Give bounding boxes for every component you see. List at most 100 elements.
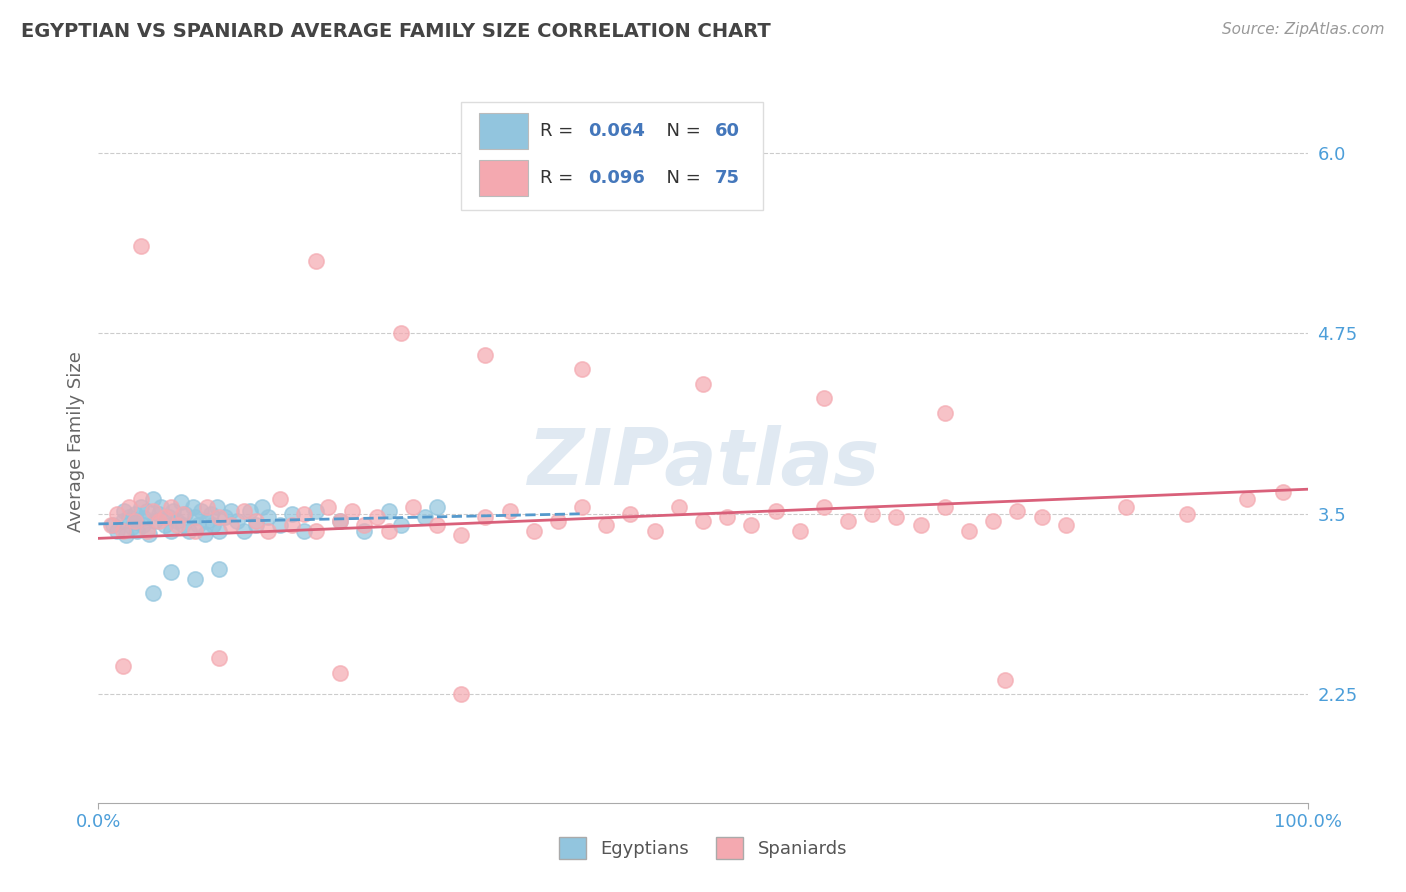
Point xyxy=(426,518,449,533)
Point xyxy=(181,500,204,514)
Point xyxy=(172,518,194,533)
Point xyxy=(329,514,352,528)
Point xyxy=(692,514,714,528)
Point xyxy=(174,507,197,521)
Point xyxy=(595,518,617,533)
Point xyxy=(281,518,304,533)
Point xyxy=(184,572,207,586)
Point xyxy=(221,518,243,533)
Text: N =: N = xyxy=(655,169,706,186)
Point xyxy=(118,509,141,524)
Point xyxy=(148,514,170,528)
Legend: Egyptians, Spaniards: Egyptians, Spaniards xyxy=(551,830,855,866)
Point xyxy=(169,495,191,509)
Point xyxy=(143,514,166,528)
Point xyxy=(1031,509,1053,524)
Point xyxy=(934,500,956,514)
Point xyxy=(474,509,496,524)
Point xyxy=(142,492,165,507)
Point xyxy=(190,504,212,518)
Point xyxy=(112,504,135,518)
Point xyxy=(316,500,339,514)
Point xyxy=(256,524,278,538)
Point xyxy=(115,528,138,542)
Point xyxy=(292,507,315,521)
Point xyxy=(523,524,546,538)
Point xyxy=(195,514,218,528)
Point xyxy=(450,528,472,542)
Point xyxy=(194,527,217,541)
Point xyxy=(111,658,134,673)
Text: R =: R = xyxy=(540,169,579,186)
Point xyxy=(208,524,231,538)
Point xyxy=(668,500,690,514)
Point xyxy=(135,504,157,518)
Point xyxy=(132,518,155,533)
Point xyxy=(426,500,449,514)
Point xyxy=(202,518,225,533)
Point xyxy=(157,509,180,524)
Point xyxy=(118,500,141,514)
FancyBboxPatch shape xyxy=(461,102,763,211)
Point xyxy=(342,504,364,518)
Text: ZIPatlas: ZIPatlas xyxy=(527,425,879,501)
Text: R =: R = xyxy=(540,122,579,140)
Point xyxy=(413,509,436,524)
Point xyxy=(934,406,956,420)
Point xyxy=(150,500,173,514)
Point xyxy=(498,504,520,518)
Point xyxy=(981,514,1004,528)
Point xyxy=(195,500,218,514)
Point xyxy=(619,507,641,521)
Point xyxy=(402,500,425,514)
Point xyxy=(160,524,183,538)
Point xyxy=(1175,507,1198,521)
Point xyxy=(1272,485,1295,500)
Point xyxy=(329,665,352,680)
Point xyxy=(644,524,666,538)
Point xyxy=(377,504,399,518)
Point xyxy=(160,565,183,579)
Point xyxy=(166,518,188,533)
Point xyxy=(172,507,194,521)
Point xyxy=(142,586,165,600)
Point xyxy=(571,362,593,376)
Point xyxy=(184,509,207,524)
Point xyxy=(129,500,152,514)
Point xyxy=(740,518,762,533)
Point xyxy=(232,524,254,538)
Point xyxy=(184,524,207,538)
Point xyxy=(138,527,160,541)
Point xyxy=(208,651,231,665)
Point xyxy=(153,518,176,533)
Point xyxy=(205,500,228,514)
Point xyxy=(179,524,201,538)
Point xyxy=(214,509,236,524)
Point xyxy=(121,520,143,534)
Point xyxy=(547,514,569,528)
Point xyxy=(245,514,267,528)
Point xyxy=(250,500,273,514)
Point xyxy=(160,500,183,514)
Point xyxy=(129,239,152,253)
Point xyxy=(366,509,388,524)
Point xyxy=(292,524,315,538)
Point xyxy=(105,524,128,538)
Point xyxy=(1007,504,1029,518)
Point xyxy=(129,492,152,507)
Point xyxy=(127,524,149,538)
Point xyxy=(813,391,835,405)
Point xyxy=(135,524,157,538)
Point xyxy=(886,509,908,524)
Point xyxy=(860,507,883,521)
Point xyxy=(377,524,399,538)
Point xyxy=(124,514,146,528)
FancyBboxPatch shape xyxy=(479,112,527,149)
Text: 0.096: 0.096 xyxy=(588,169,645,186)
Point xyxy=(813,500,835,514)
Point xyxy=(305,504,328,518)
Point xyxy=(305,524,328,538)
Point xyxy=(124,507,146,521)
Point xyxy=(245,518,267,533)
Point xyxy=(1236,492,1258,507)
